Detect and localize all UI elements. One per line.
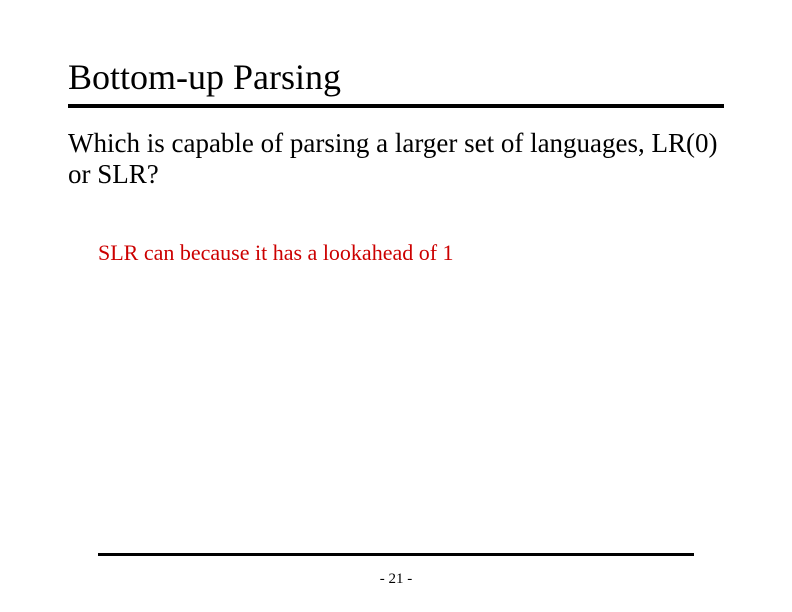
question-text: Which is capable of parsing a larger set… xyxy=(68,128,724,190)
page-number: - 21 - xyxy=(0,571,792,588)
title-block: Bottom-up Parsing xyxy=(68,58,724,108)
slide: Bottom-up Parsing Which is capable of pa… xyxy=(0,0,792,612)
footer-rule xyxy=(98,553,694,556)
slide-title: Bottom-up Parsing xyxy=(68,58,724,104)
answer-text: SLR can because it has a lookahead of 1 xyxy=(98,240,718,266)
title-underline xyxy=(68,104,724,108)
slide-body: Which is capable of parsing a larger set… xyxy=(68,128,724,190)
